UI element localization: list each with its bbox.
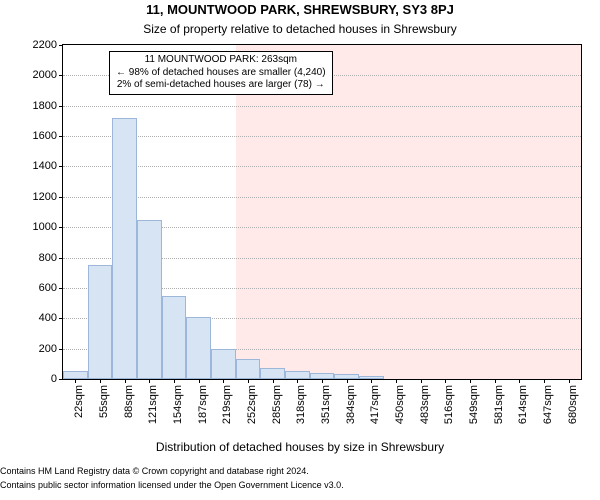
y-tick-label: 200 [39, 343, 57, 355]
y-tick-mark [59, 379, 63, 380]
x-tick-mark [199, 379, 200, 383]
y-tick-label: 800 [39, 252, 57, 264]
histogram-bar [186, 317, 211, 379]
x-tick-label: 154sqm [172, 385, 184, 424]
x-tick-label: 55sqm [98, 385, 110, 418]
x-tick-mark [470, 379, 471, 383]
y-tick-label: 1400 [33, 160, 57, 172]
property-size-chart: 11, MOUNTWOOD PARK, SHREWSBURY, SY3 8PJ … [0, 0, 600, 500]
x-tick-mark [223, 379, 224, 383]
grid-line [63, 197, 581, 198]
x-tick-label: 88sqm [123, 385, 135, 418]
x-tick-mark [569, 379, 570, 383]
x-tick-mark [100, 379, 101, 383]
histogram-bar [285, 371, 310, 379]
y-tick-label: 1800 [33, 100, 57, 112]
x-tick-label: 187sqm [197, 385, 209, 424]
x-tick-label: 384sqm [345, 385, 357, 424]
x-tick-label: 614sqm [517, 385, 529, 424]
histogram-bar [162, 296, 187, 380]
histogram-bar [88, 265, 113, 379]
x-tick-label: 516sqm [443, 385, 455, 424]
x-tick-mark [519, 379, 520, 383]
x-tick-label: 581sqm [493, 385, 505, 424]
y-tick-mark [59, 349, 63, 350]
y-tick-mark [59, 166, 63, 167]
plot-area: 0200400600800100012001400160018002000220… [62, 44, 582, 380]
x-tick-mark [149, 379, 150, 383]
y-tick-label: 600 [39, 282, 57, 294]
attribution-line-2: Contains public sector information licen… [0, 480, 600, 490]
grid-line [63, 106, 581, 107]
x-tick-mark [396, 379, 397, 383]
y-tick-mark [59, 45, 63, 46]
x-tick-mark [75, 379, 76, 383]
x-tick-mark [544, 379, 545, 383]
x-tick-mark [273, 379, 274, 383]
callout-box: 11 MOUNTWOOD PARK: 263sqm← 98% of detach… [109, 51, 333, 95]
x-tick-mark [297, 379, 298, 383]
y-tick-mark [59, 136, 63, 137]
x-tick-label: 417sqm [369, 385, 381, 424]
x-tick-mark [125, 379, 126, 383]
x-tick-label: 285sqm [271, 385, 283, 424]
x-tick-label: 647sqm [542, 385, 554, 424]
x-tick-label: 680sqm [567, 385, 579, 424]
y-tick-label: 0 [51, 373, 57, 385]
y-tick-mark [59, 288, 63, 289]
y-tick-mark [59, 75, 63, 76]
histogram-bar [63, 371, 88, 379]
x-tick-label: 252sqm [246, 385, 258, 424]
histogram-bar [260, 368, 285, 379]
x-tick-mark [371, 379, 372, 383]
histogram-bar [211, 349, 236, 379]
x-tick-mark [322, 379, 323, 383]
histogram-bar [236, 359, 261, 379]
x-tick-label: 22sqm [73, 385, 85, 418]
x-tick-label: 121sqm [147, 385, 159, 424]
x-tick-mark [445, 379, 446, 383]
callout-line: 11 MOUNTWOOD PARK: 263sqm [116, 54, 326, 67]
x-tick-mark [174, 379, 175, 383]
y-tick-mark [59, 106, 63, 107]
y-tick-label: 2000 [33, 69, 57, 81]
callout-line: 2% of semi-detached houses are larger (7… [116, 79, 326, 92]
x-tick-label: 219sqm [221, 385, 233, 424]
x-tick-label: 483sqm [419, 385, 431, 424]
y-tick-mark [59, 318, 63, 319]
y-tick-mark [59, 227, 63, 228]
x-tick-mark [248, 379, 249, 383]
histogram-bar [112, 118, 137, 379]
x-tick-label: 450sqm [394, 385, 406, 424]
callout-line: ← 98% of detached houses are smaller (4,… [116, 67, 326, 80]
highlight-region [236, 45, 581, 379]
y-tick-label: 1000 [33, 221, 57, 233]
x-tick-mark [347, 379, 348, 383]
y-tick-label: 1200 [33, 191, 57, 203]
y-tick-label: 400 [39, 312, 57, 324]
y-tick-label: 1600 [33, 130, 57, 142]
x-axis-label: Distribution of detached houses by size … [0, 440, 600, 454]
x-tick-mark [421, 379, 422, 383]
x-tick-label: 318sqm [295, 385, 307, 424]
y-tick-mark [59, 197, 63, 198]
x-tick-label: 351sqm [320, 385, 332, 424]
y-tick-label: 2200 [33, 39, 57, 51]
histogram-bar [137, 220, 162, 379]
x-tick-label: 549sqm [468, 385, 480, 424]
grid-line [63, 136, 581, 137]
y-tick-mark [59, 258, 63, 259]
grid-line [63, 166, 581, 167]
attribution-line-1: Contains HM Land Registry data © Crown c… [0, 466, 600, 476]
x-tick-mark [495, 379, 496, 383]
